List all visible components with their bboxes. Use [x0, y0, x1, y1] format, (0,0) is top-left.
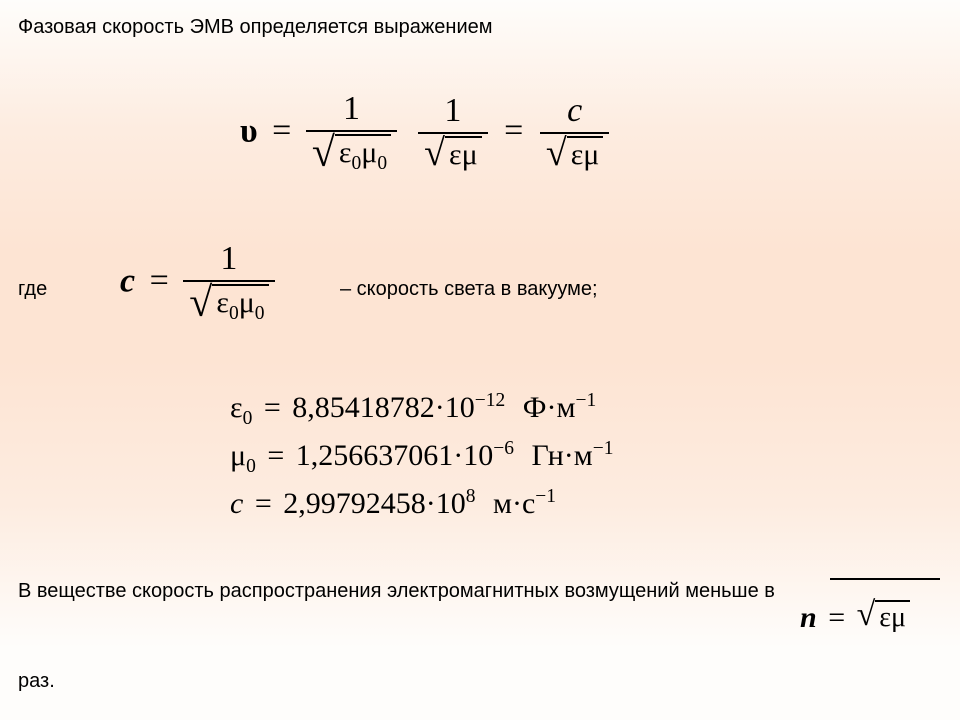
c-symbol: c — [567, 92, 582, 129]
exponent: −12 — [475, 390, 506, 411]
sub-zero: 0 — [229, 303, 239, 324]
constant-mu0: μ0 = 1,256637061·10−6 Гн·м−1 — [230, 438, 614, 478]
where-label: где — [18, 278, 47, 301]
sub-zero: 0 — [243, 408, 253, 429]
constant-epsilon0: ε0 = 8,85418782·10−12 Ф·м−1 — [230, 390, 596, 430]
title-text: Фазовая скорость ЭМВ определяется выраже… — [18, 16, 493, 39]
sqrt-emu: εμ — [567, 136, 604, 174]
raz-label: раз. — [18, 670, 55, 693]
sub-zero: 0 — [377, 153, 387, 174]
unit: Ф·м — [513, 391, 576, 424]
equation-speed-of-light: c = 1 √ ε0μ0 — [120, 240, 275, 327]
c-symbol: c — [230, 487, 243, 520]
fraction-num: 1 — [183, 240, 274, 280]
mu: μ — [230, 439, 246, 472]
bottom-text: В веществе скорость распространения элек… — [18, 580, 775, 603]
mu: μ — [239, 286, 255, 319]
n-symbol: n — [800, 601, 817, 634]
fraction-num: 1 — [306, 90, 397, 130]
unit-exp: −1 — [593, 438, 614, 459]
unit: Гн·м — [522, 439, 593, 472]
epsilon: ε — [339, 136, 352, 169]
sub-zero: 0 — [352, 153, 362, 174]
constant-c: c = 2,99792458·108 м·с−1 — [230, 486, 556, 521]
overline-decoration — [830, 578, 940, 580]
value: 2,99792458·10 — [283, 487, 466, 520]
unit: м·с — [483, 487, 535, 520]
unit-exp: −1 — [575, 390, 596, 411]
exponent: 8 — [466, 486, 476, 507]
epsilon: ε — [230, 391, 243, 424]
equation-phase-velocity: υ = 1 √ ε0μ0 1 √ εμ = c √ εμ — [240, 90, 609, 177]
upsilon-symbol: υ — [240, 112, 258, 149]
value: 8,85418782·10 — [292, 391, 475, 424]
sub-zero: 0 — [246, 456, 256, 477]
sqrt-emu: εμ — [445, 136, 482, 174]
value: 1,256637061·10 — [296, 439, 494, 472]
fraction-num: 1 — [418, 92, 488, 132]
c-description: – скорость света в вакууме; — [340, 278, 598, 301]
sub-zero: 0 — [255, 303, 265, 324]
sqrt-emu: εμ — [875, 600, 910, 634]
epsilon: ε — [216, 286, 229, 319]
c-symbol: c — [120, 262, 135, 299]
exponent: −6 — [493, 438, 514, 459]
unit-exp: −1 — [535, 486, 556, 507]
equation-refractive-index: n = √ εμ — [800, 600, 910, 635]
mu: μ — [361, 136, 377, 169]
